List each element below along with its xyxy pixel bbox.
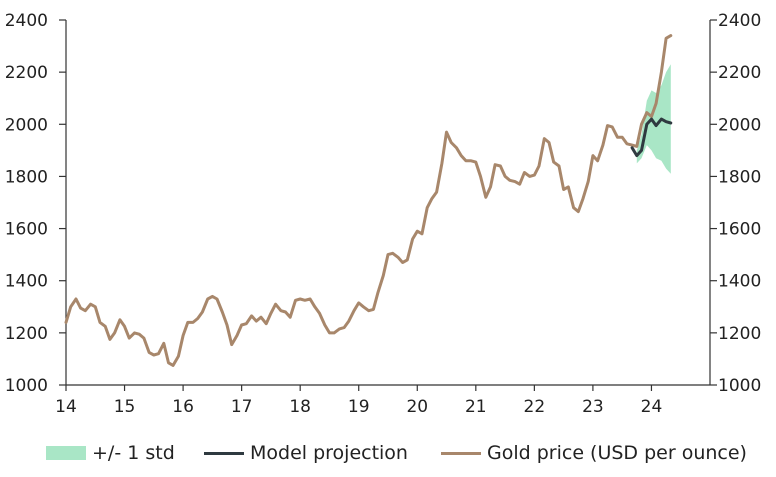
x-tick-label-14: 14 [55,397,77,417]
y-tick-label-right-2200: 2200 [718,63,761,83]
y-tick-label-right-2000: 2000 [718,115,761,135]
y-tick-label-left-2200: 2200 [5,63,48,83]
x-tick-label-21: 21 [465,397,487,417]
gold-price-chart: 1000 1000 1200 1200 1400 1400 1600 1600 1800 1800… [5,11,762,417]
y-tick-label-right-1600: 1600 [718,220,761,240]
y-tick-label-left-1800: 1800 [5,167,48,187]
legend-swatch-model [204,451,244,455]
legend-item-gold: Gold price (USD per ounce) [441,442,747,464]
x-tick-label-18: 18 [289,397,311,417]
x-tick-label-20: 20 [406,397,428,417]
x-tick-label-16: 16 [172,397,194,417]
legend-label-model: Model projection [250,442,408,464]
y-tick-label-left-1200: 1200 [5,324,48,344]
y-tick-label-left-1400: 1400 [5,272,48,292]
legend-swatch-band [46,446,86,460]
y-tick-label-right-2400: 2400 [718,11,761,31]
x-tick-label-19: 19 [348,397,370,417]
model-projection-line [630,117,673,158]
x-tick-label-23: 23 [582,397,604,417]
chart-marks [64,34,673,367]
std-band-area [636,64,671,174]
y-tick-label-left-2400: 2400 [5,11,48,31]
y-tick-label-right-1200: 1200 [718,324,761,344]
y-tick-label-left-1000: 1000 [5,376,48,396]
x-tick-label-15: 15 [114,397,136,417]
legend-item-model: Model projection [204,442,408,464]
x-tick-label-24: 24 [641,397,663,417]
y-tick-label-left-1600: 1600 [5,220,48,240]
legend-item-band: +/- 1 std [46,442,175,464]
y-tick-label-right-1400: 1400 [718,272,761,292]
tick-labels: 1000 1000 1200 1200 1400 1400 1600 1600 1800 1800… [5,11,762,417]
axes [59,19,717,391]
legend: +/- 1 std Model projection Gold price (U… [0,436,776,472]
gold-price-line [64,34,673,367]
x-tick-label-22: 22 [524,397,546,417]
y-tick-label-left-2000: 2000 [5,115,48,135]
y-tick-label-right-1000: 1000 [718,376,761,396]
legend-label-band: +/- 1 std [92,442,175,464]
y-tick-label-right-1800: 1800 [718,167,761,187]
legend-swatch-gold [441,451,481,455]
x-tick-label-17: 17 [231,397,253,417]
legend-label-gold: Gold price (USD per ounce) [487,442,747,464]
